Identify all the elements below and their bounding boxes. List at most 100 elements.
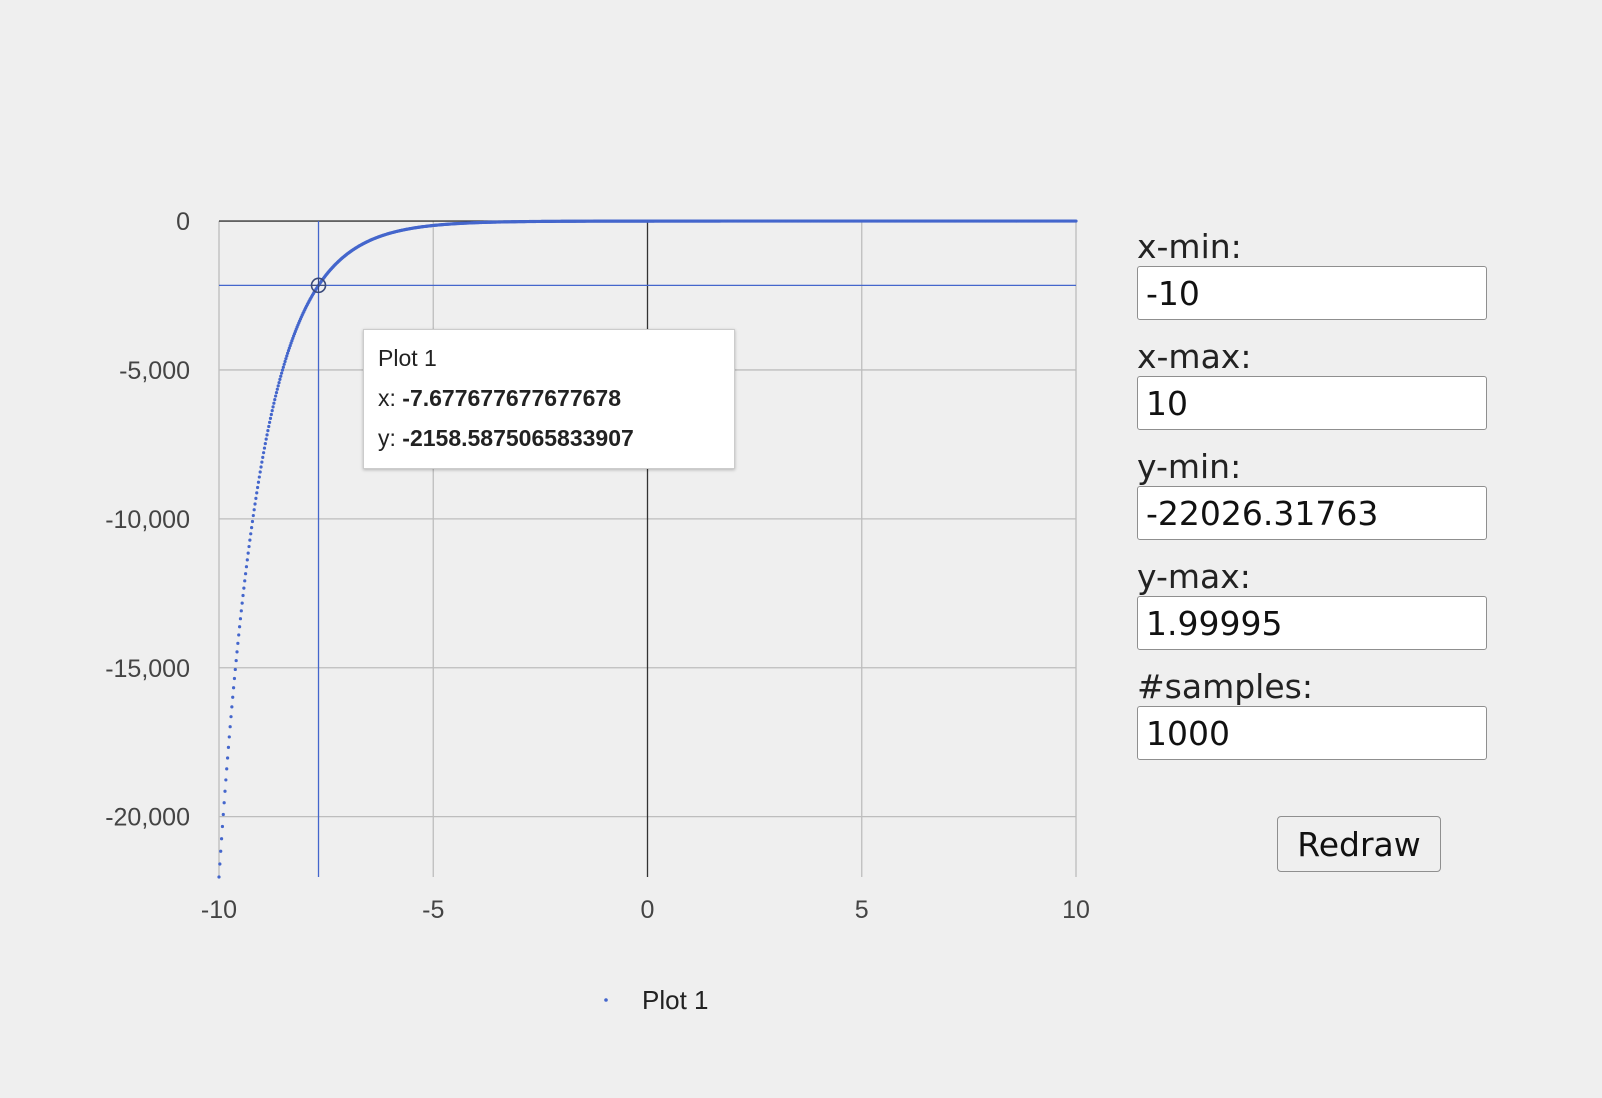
tooltip-x-row: x: -7.677677677677678	[378, 384, 720, 412]
legend[interactable]: Plot 1	[604, 985, 709, 1015]
series-point	[248, 538, 252, 542]
series-point	[1074, 219, 1078, 223]
tooltip-x-label: x:	[378, 385, 403, 411]
crosshair	[219, 221, 1076, 877]
series-point	[267, 424, 271, 429]
x-tick-label: -10	[201, 896, 237, 924]
series-point	[285, 354, 289, 358]
series-point	[269, 412, 273, 417]
series-point	[284, 357, 288, 361]
series-point	[223, 789, 227, 793]
y-axis-tick-labels: 0 -5,000 -10,000 -15,000 -20,000	[105, 208, 190, 832]
series-point	[249, 532, 253, 536]
series-point	[243, 579, 247, 583]
series-point	[283, 359, 287, 364]
series-point	[262, 451, 266, 455]
series-point	[277, 380, 281, 385]
x-max-input[interactable]	[1137, 376, 1487, 430]
series-point	[232, 676, 237, 681]
series-point	[221, 812, 225, 817]
series-point	[274, 394, 278, 398]
series-point	[268, 420, 272, 424]
series-plot-1[interactable]	[217, 219, 1078, 879]
redraw-button[interactable]: Redraw	[1277, 816, 1441, 872]
series-point	[226, 745, 231, 749]
tooltip-series-name: Plot 1	[378, 345, 437, 371]
tooltip-y-label: y:	[378, 425, 403, 451]
series-point	[227, 735, 231, 739]
series-point	[219, 837, 224, 841]
tooltip-x-value: -7.677677677677678	[402, 385, 621, 411]
series-point	[286, 349, 291, 353]
x-min-label: x-min:	[1137, 227, 1242, 266]
series-point	[239, 609, 243, 613]
tooltip-y-row: y: -2158.5875065833907	[378, 424, 720, 452]
series-point	[276, 384, 280, 388]
legend-marker	[604, 998, 608, 1002]
series-point	[266, 429, 270, 433]
series-point	[257, 475, 261, 479]
y-max-input[interactable]	[1137, 596, 1487, 650]
series-point	[256, 480, 261, 484]
x-tick-label: 5	[855, 896, 869, 924]
series-point	[241, 593, 245, 598]
series-point	[231, 695, 235, 699]
series-point	[218, 862, 222, 866]
series-point	[253, 502, 257, 506]
series-point	[278, 377, 282, 381]
series-point	[288, 343, 292, 348]
series-point	[222, 801, 226, 805]
y-min-input[interactable]	[1137, 486, 1487, 540]
x-min-input[interactable]	[1137, 266, 1487, 320]
series-point	[289, 341, 293, 345]
series-point	[228, 725, 232, 729]
series-point	[224, 778, 228, 782]
series-point	[247, 544, 251, 549]
series-point	[279, 374, 283, 378]
series-point	[270, 409, 274, 413]
x-tick-label: -5	[422, 896, 444, 924]
series-point	[260, 460, 264, 464]
series-point	[217, 875, 221, 879]
series-point	[273, 397, 277, 402]
series-point	[220, 824, 225, 829]
axes	[219, 220, 1076, 877]
y-min-label: y-min:	[1137, 447, 1242, 486]
series-point	[271, 405, 275, 409]
series-point	[231, 686, 236, 690]
series-point	[234, 658, 238, 663]
series-point	[233, 667, 237, 672]
series-point	[237, 633, 241, 637]
series-point	[281, 365, 285, 369]
series-point	[230, 705, 234, 709]
series-point	[280, 368, 285, 372]
y-tick-label: -5,000	[119, 357, 190, 385]
y-tick-label: 0	[176, 208, 190, 236]
series-point	[242, 586, 246, 590]
series-point	[240, 601, 244, 605]
series-point	[254, 496, 258, 500]
data-point-tooltip: Plot 1 x: -7.677677677677678 y: -2158.58…	[363, 329, 735, 469]
x-tick-label: 10	[1062, 896, 1090, 924]
x-axis-tick-labels: -10 -5 0 5 10	[201, 896, 1090, 924]
series-point	[244, 565, 249, 569]
series-point	[262, 446, 267, 450]
samples-input[interactable]	[1137, 706, 1487, 760]
series-point	[261, 455, 265, 459]
series-point	[251, 513, 255, 518]
series-point	[258, 470, 262, 474]
series-point	[250, 525, 254, 530]
controls-panel: x-min: x-max: y-min: y-max: #samples: Re…	[1137, 227, 1489, 872]
series-point	[272, 401, 276, 405]
series-point	[238, 617, 243, 621]
series-point	[268, 416, 273, 420]
series-point	[263, 441, 267, 446]
legend-label: Plot 1	[642, 985, 709, 1015]
y-tick-label: -15,000	[105, 655, 190, 683]
series-point	[250, 519, 255, 524]
series-point	[235, 650, 239, 654]
series-point	[282, 362, 286, 366]
series-point	[225, 756, 230, 760]
